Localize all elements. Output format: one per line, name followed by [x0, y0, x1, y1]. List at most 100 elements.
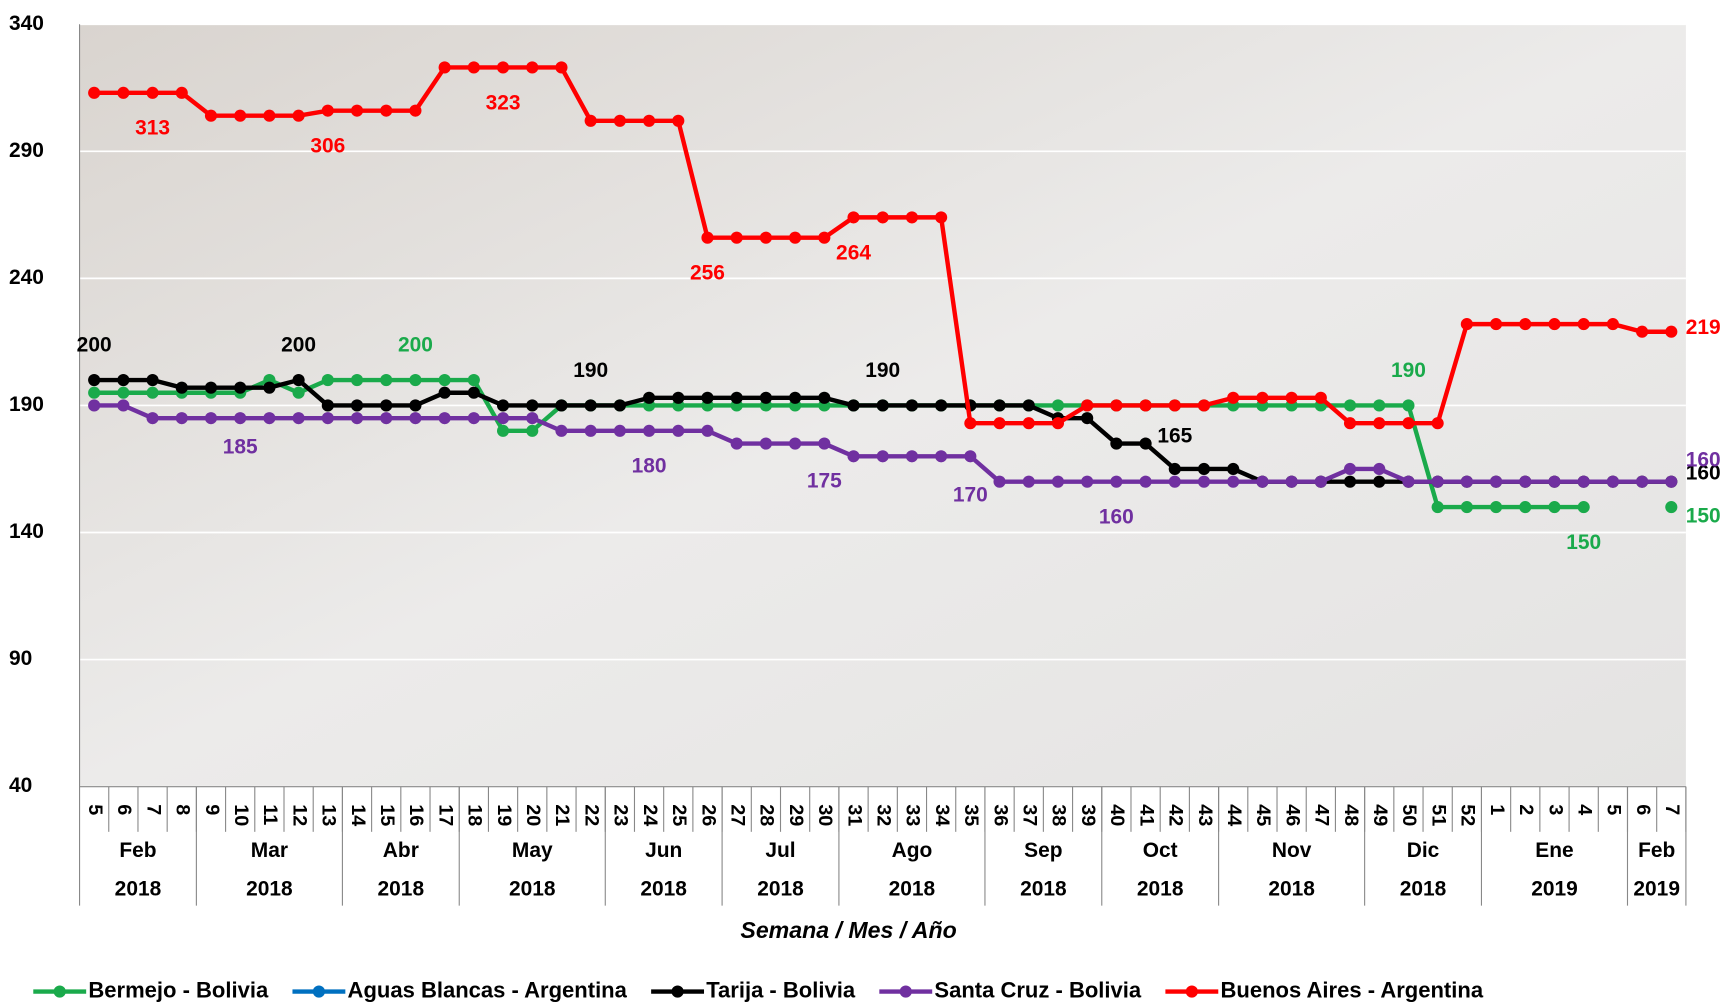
data-point — [1051, 399, 1065, 412]
x-tick-label: 3 — [1544, 804, 1566, 815]
x-tick-label: 28 — [756, 804, 778, 826]
data-point — [1519, 318, 1532, 331]
data-point — [1373, 399, 1386, 412]
data-label: 200 — [398, 333, 433, 356]
data-point — [1460, 318, 1473, 331]
data-point — [1490, 318, 1503, 331]
y-tick-label: 240 — [9, 266, 44, 289]
x-tick-label: 20 — [522, 804, 544, 826]
y-tick-label: 340 — [9, 12, 44, 35]
data-point — [1168, 475, 1181, 488]
month-label: Dic — [1407, 839, 1440, 862]
data-point — [467, 373, 480, 387]
month-label: Mar — [251, 839, 288, 862]
data-point — [1636, 475, 1649, 488]
data-point — [993, 417, 1006, 430]
month-label: Ene — [1535, 839, 1573, 862]
x-tick-label: 22 — [580, 804, 602, 826]
data-point — [88, 386, 101, 399]
data-point — [1636, 325, 1649, 338]
data-point — [526, 61, 539, 74]
year-label: 2018 — [115, 878, 162, 901]
legend-label: Aguas Blancas - Argentina — [348, 977, 628, 1002]
data-point — [409, 373, 422, 387]
data-point — [1665, 475, 1678, 488]
data-label: 150 — [1686, 505, 1721, 528]
data-point — [1402, 417, 1415, 430]
x-tick-label: 45 — [1252, 804, 1274, 826]
data-point — [496, 412, 510, 425]
data-point — [759, 231, 772, 244]
legend-marker — [53, 985, 66, 998]
data-point — [1577, 475, 1590, 488]
data-point — [263, 381, 276, 394]
data-point — [117, 86, 130, 99]
x-tick-label: 32 — [872, 804, 894, 826]
data-point — [1548, 475, 1561, 488]
x-tick-label: 7 — [142, 804, 164, 815]
data-point — [234, 381, 247, 394]
data-point — [1168, 462, 1181, 476]
data-point — [613, 399, 626, 412]
data-point — [1373, 475, 1386, 488]
x-tick-label: 13 — [318, 804, 340, 826]
data-point — [584, 424, 597, 437]
year-label: 2018 — [757, 878, 804, 901]
legend-label: Buenos Aires - Argentina — [1220, 977, 1483, 1002]
data-point — [876, 211, 889, 224]
y-tick-label: 140 — [9, 520, 44, 543]
data-label: 160 — [1686, 462, 1721, 485]
x-tick-label: 36 — [989, 804, 1011, 826]
x-tick-label: 6 — [1632, 804, 1654, 815]
data-point — [1460, 475, 1473, 488]
legend-label: Santa Cruz - Bolivia — [934, 977, 1141, 1002]
data-point — [146, 86, 159, 99]
data-point — [175, 86, 188, 99]
data-point — [380, 373, 393, 387]
x-tick-label: 5 — [84, 804, 106, 815]
data-point — [818, 391, 831, 404]
data-point — [204, 412, 218, 425]
month-label: Feb — [119, 839, 156, 862]
data-point — [117, 399, 130, 412]
x-tick-label: 19 — [493, 804, 515, 826]
data-point — [1606, 475, 1619, 488]
data-point — [701, 424, 714, 437]
data-label: 175 — [807, 470, 842, 493]
data-point — [818, 437, 831, 450]
data-point — [935, 399, 948, 412]
data-point — [935, 450, 948, 463]
data-point — [1256, 391, 1269, 404]
month-label: Ago — [892, 839, 933, 862]
data-point — [759, 437, 772, 450]
data-point — [1343, 462, 1357, 476]
data-point — [409, 399, 422, 412]
month-label: Sep — [1024, 839, 1062, 862]
data-label: 190 — [865, 359, 900, 382]
y-tick-label: 40 — [9, 774, 32, 797]
data-point — [409, 412, 422, 425]
data-point — [380, 412, 393, 425]
month-label: Feb — [1638, 839, 1675, 862]
data-point — [438, 412, 451, 425]
x-tick-label: 17 — [434, 804, 456, 826]
data-label: 165 — [1157, 425, 1192, 448]
data-point — [526, 399, 539, 412]
data-point — [1431, 475, 1444, 488]
data-point — [321, 373, 334, 387]
data-point — [555, 61, 568, 74]
data-point — [1139, 437, 1152, 450]
year-label: 2018 — [1020, 878, 1067, 901]
data-point — [380, 104, 393, 117]
data-label: 313 — [135, 117, 170, 140]
month-label: Jun — [645, 839, 682, 862]
data-point — [467, 386, 480, 399]
data-point — [643, 114, 656, 127]
data-point — [496, 424, 510, 437]
x-tick-label: 1 — [1486, 804, 1508, 815]
x-tick-label: 39 — [1077, 804, 1099, 826]
data-label: 219 — [1686, 316, 1721, 339]
x-axis-title: Semana / Mes / Año — [740, 917, 956, 943]
month-label: Nov — [1272, 839, 1312, 862]
y-tick-label: 290 — [9, 139, 44, 162]
